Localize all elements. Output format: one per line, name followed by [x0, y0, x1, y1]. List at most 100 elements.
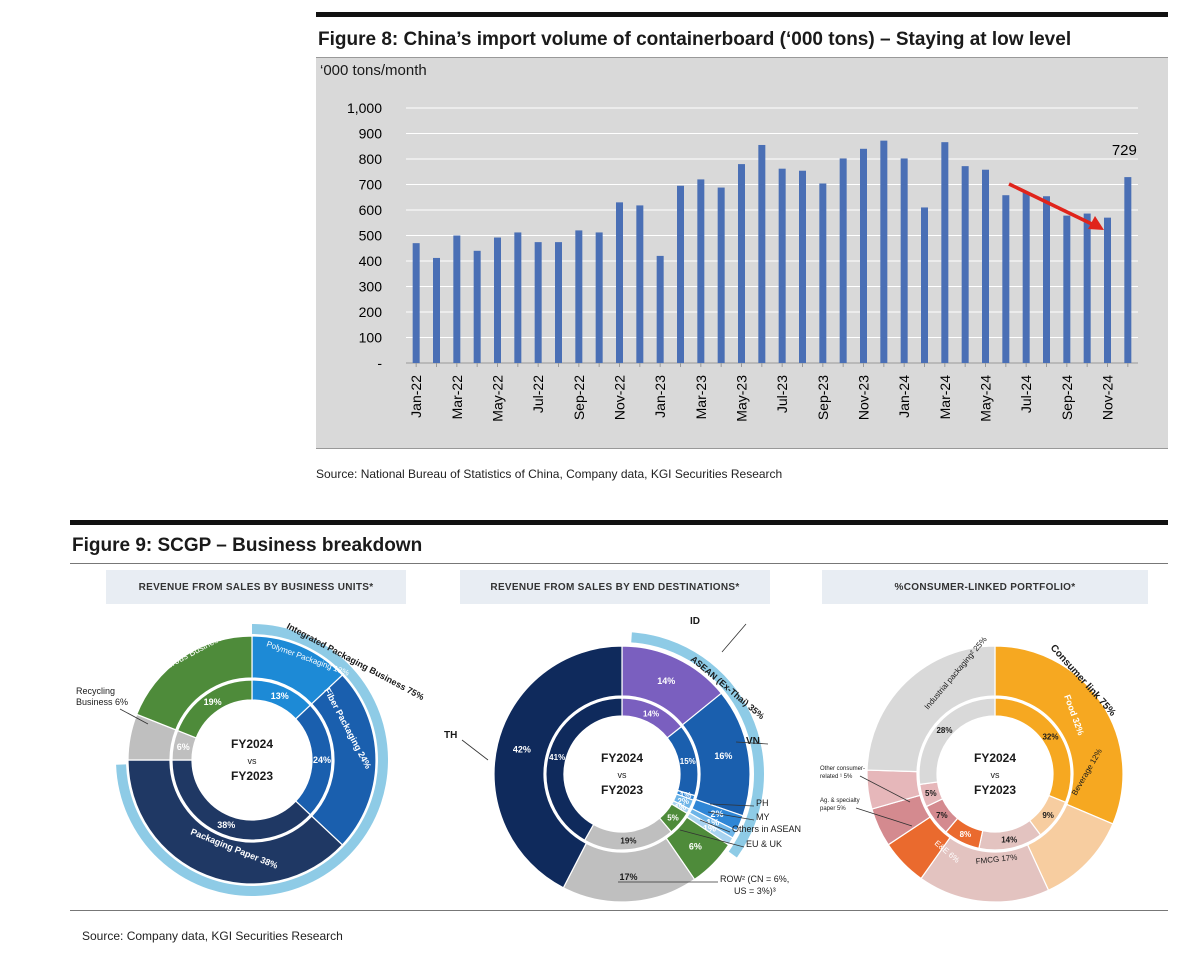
bar-Jun-22: [514, 232, 522, 363]
donut-1-inner-segment: [176, 679, 253, 739]
x-tick-label: Jul-22: [530, 375, 546, 413]
bar-Jun-24: [1002, 195, 1010, 363]
figure-8-title: Figure 8: China’s import volume of conta…: [318, 29, 1072, 50]
donut-2-inner-value-label: 14%: [643, 710, 659, 719]
donut-annotation: EU & UK: [746, 839, 782, 849]
x-tick-label: Jan-24: [896, 375, 912, 418]
y-tick-label: 200: [359, 304, 383, 320]
figure-9: Figure 9: SCGP – Business breakdown REVE…: [70, 520, 1168, 943]
donut-annotation: ROW² (CN = 6%,: [720, 874, 789, 884]
donut-3-header: %CONSUMER-LINKED PORTFOLIO*: [822, 570, 1148, 604]
donut-1-inner-value-label: 19%: [204, 697, 222, 707]
x-tick-label: Nov-24: [1100, 375, 1116, 420]
x-tick-label: Sep-22: [571, 375, 587, 420]
bar-Mar-24: [941, 142, 949, 363]
donut-2-inner-value-label: 41%: [549, 753, 565, 762]
bar-Feb-23: [677, 185, 684, 363]
donut-annotation: related ¹ 5%: [820, 774, 853, 780]
y-tick-label: 800: [359, 151, 383, 167]
y-tick-label: 300: [359, 279, 383, 295]
x-tick-label: May-24: [978, 375, 994, 422]
bar-Sep-22: [575, 230, 583, 363]
x-tick-label: Jan-23: [652, 375, 668, 418]
donut-1-inner-value-label: 6%: [177, 742, 190, 752]
bar-Jan-24: [900, 158, 908, 363]
donut-1-inner-value-label: 38%: [217, 820, 235, 830]
x-tick-label: Mar-23: [693, 375, 709, 420]
bar-Jan-22: [412, 243, 420, 363]
bar-Feb-22: [433, 257, 440, 363]
center-label-fy2023: FY2023: [974, 783, 1016, 797]
center-label-fy2024: FY2024: [231, 737, 273, 751]
center-label-fy2024: FY2024: [974, 751, 1016, 765]
x-tick-label: Jan-22: [408, 375, 424, 418]
bar-Oct-24: [1083, 213, 1091, 363]
bar-Dec-22: [636, 205, 644, 363]
donut-annotation: Other consumer-: [820, 766, 865, 772]
donut-2-outer-value-label: 1%: [706, 818, 719, 828]
donut-2-outer-value-label: 17%: [620, 872, 638, 882]
bar-May-22: [494, 237, 501, 363]
center-label-fy2024: FY2024: [601, 751, 643, 765]
bar-Apr-23: [717, 187, 725, 363]
bar-Nov-22: [616, 202, 623, 363]
bar-Sep-24: [1063, 215, 1071, 363]
donut-2-leader-line: [699, 819, 731, 833]
donut-3-inner-value-label: 7%: [936, 811, 948, 820]
donut-annotation: Ag. & specialty: [820, 798, 860, 804]
bar-Feb-24: [921, 207, 928, 363]
donut-annotation: PH: [756, 798, 769, 808]
bar-Mar-23: [697, 179, 705, 363]
figure-8-chart-panel: ‘000 tons/month - 100 200 300 400 500 600 700 80…: [316, 57, 1168, 449]
bar-Jan-23: [656, 255, 664, 363]
bar-Jul-24: [1022, 192, 1030, 363]
donut-2-header: REVENUE FROM SALES BY END DESTINATIONS*: [460, 570, 770, 604]
y-tick-label: 100: [359, 330, 383, 346]
x-tick-label: May-22: [490, 375, 506, 422]
annotation-729: 729: [1112, 142, 1137, 159]
donut-2-inner-value-label: 1%: [680, 791, 692, 800]
bar-Jun-23: [758, 144, 766, 363]
donut-2-inner-value-label: 15%: [680, 757, 696, 766]
donut-3-outer-segment: [866, 645, 996, 773]
donut-2-leader-line: [679, 829, 745, 848]
donut-2-outer-value-label: 6%: [689, 841, 702, 851]
x-tick-label: Nov-22: [612, 375, 628, 420]
donut-2-outer-value-label: 1%: [703, 823, 716, 833]
x-tick-label: Nov-23: [856, 375, 872, 420]
bar-Oct-22: [595, 232, 603, 363]
donut-3-leader-line: [859, 775, 911, 803]
x-tick-label: Mar-22: [449, 375, 465, 420]
bar-Oct-23: [839, 158, 847, 363]
donut-3-inner-value-label: 28%: [936, 726, 952, 735]
donut-2-leader-line: [461, 739, 489, 761]
bar-May-24: [982, 169, 989, 363]
donut-3-inner-value-label: 9%: [1042, 811, 1054, 820]
donut-annotation: paper 5%: [820, 806, 846, 812]
figure-9-source: Source: Company data, KGI Securities Res…: [82, 929, 343, 943]
bar-Nov-24: [1104, 217, 1111, 363]
center-label-vs: vs: [618, 770, 628, 780]
donut-center: [564, 716, 680, 832]
donut-annotation: US = 3%)³: [734, 886, 776, 896]
donut-2-leader-line: [721, 623, 747, 653]
donut-2-outer-value-label: 14%: [657, 676, 675, 686]
bar-Nov-23: [860, 148, 867, 363]
donut-annotation: FMCG 17%: [975, 853, 1018, 866]
bar-May-23: [738, 164, 745, 363]
donut-2-leader-line: [709, 803, 755, 807]
donut-annotation: Others in ASEAN: [732, 824, 801, 834]
donut-2-asean-band: [631, 632, 764, 858]
donut-2-leader-line: [735, 741, 769, 745]
donut-annotation: MY: [756, 812, 770, 822]
figure-9-top-rule: [70, 520, 1168, 525]
figure-9-title: Figure 9: SCGP – Business breakdown: [72, 535, 423, 556]
donut-center: [937, 716, 1053, 832]
donut-2-outer-value-label: 42%: [513, 745, 531, 755]
bar-Dec-23: [880, 140, 888, 363]
center-label-vs: vs: [991, 770, 1001, 780]
center-label-fy2023: FY2023: [601, 783, 643, 797]
bar-Sep-23: [819, 183, 827, 363]
donut-2-inner-value-label: 19%: [620, 837, 636, 846]
